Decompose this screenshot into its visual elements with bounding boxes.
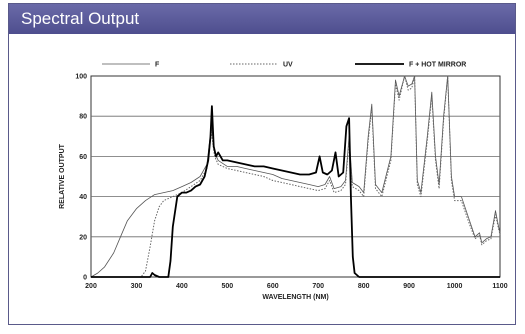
x-tick-label: 700: [312, 283, 324, 290]
y-tick-label: 20: [79, 234, 87, 241]
y-axis-label: RELATIVE OUTPUT: [59, 143, 66, 209]
series-line: [90, 75, 501, 278]
legend-label: F: [155, 62, 160, 69]
y-tick-label: 80: [79, 114, 87, 121]
legend-label: F + HOT MIRROR: [409, 62, 466, 69]
x-tick-label: 300: [131, 283, 143, 290]
y-tick-label: 0: [83, 275, 87, 282]
x-tick-label: 600: [267, 283, 279, 290]
plot-area: [90, 75, 501, 278]
x-tick-label: 1100: [492, 283, 507, 290]
x-tick-label: 400: [176, 283, 188, 290]
x-tick-label: 500: [221, 283, 233, 290]
x-tick-label: 900: [403, 283, 415, 290]
y-tick-label: 40: [79, 194, 87, 201]
chart-panel: Spectral Output: [8, 3, 516, 325]
x-tick-label: 800: [358, 283, 370, 290]
x-tick-label: 1000: [447, 283, 463, 290]
chart-title: Spectral Output: [21, 9, 140, 28]
legend-label: UV: [283, 62, 293, 69]
title-bar: Spectral Output: [9, 4, 515, 34]
y-tick-label: 100: [75, 74, 87, 81]
y-tick-label: 60: [79, 154, 87, 161]
series-line: [91, 75, 501, 278]
x-axis-label: WAVELENGTH (NM): [262, 294, 328, 301]
series-line: [91, 105, 500, 278]
x-tick-label: 200: [85, 283, 97, 290]
